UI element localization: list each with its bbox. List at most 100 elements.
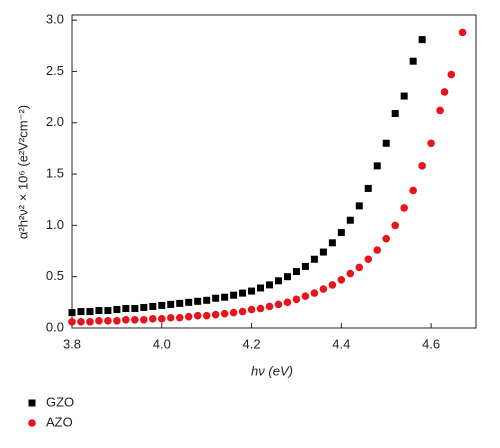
point bbox=[319, 248, 327, 256]
point bbox=[436, 106, 444, 115]
point bbox=[328, 281, 337, 289]
legend-label: GZO bbox=[46, 394, 74, 409]
point bbox=[220, 309, 229, 318]
point bbox=[292, 295, 301, 304]
point bbox=[229, 308, 238, 317]
point bbox=[418, 36, 426, 44]
point bbox=[104, 307, 112, 315]
x-axis-label: hν (eV) bbox=[251, 363, 293, 378]
y-tick-label: 2.5 bbox=[46, 63, 64, 78]
point bbox=[68, 318, 76, 326]
point bbox=[292, 268, 300, 276]
point bbox=[400, 92, 408, 100]
point bbox=[167, 300, 175, 308]
point bbox=[95, 307, 103, 315]
point bbox=[364, 255, 373, 264]
point bbox=[86, 308, 94, 316]
point bbox=[355, 263, 364, 272]
point bbox=[266, 281, 274, 289]
point bbox=[440, 88, 449, 96]
point bbox=[310, 255, 318, 263]
point bbox=[274, 277, 282, 285]
point bbox=[391, 221, 400, 230]
point bbox=[230, 291, 238, 299]
point bbox=[211, 310, 220, 319]
point bbox=[458, 28, 467, 37]
point bbox=[418, 162, 426, 170]
point bbox=[221, 293, 229, 301]
point bbox=[175, 313, 184, 322]
point bbox=[166, 313, 175, 322]
point bbox=[310, 289, 319, 297]
point bbox=[95, 317, 103, 325]
point bbox=[68, 309, 76, 317]
point bbox=[319, 285, 328, 293]
point bbox=[346, 216, 354, 224]
x-tick-label: 4.0 bbox=[153, 336, 171, 351]
point bbox=[113, 306, 121, 314]
point bbox=[176, 299, 184, 307]
point bbox=[238, 307, 247, 316]
point bbox=[247, 305, 256, 314]
y-tick-label: 0.5 bbox=[46, 268, 64, 283]
point bbox=[328, 239, 336, 247]
y-tick-label: 1.0 bbox=[46, 217, 64, 232]
point bbox=[257, 284, 265, 292]
x-tick-label: 3.8 bbox=[63, 336, 81, 351]
point bbox=[391, 110, 399, 118]
point bbox=[346, 269, 355, 278]
x-tick-label: 4.6 bbox=[422, 336, 440, 351]
point bbox=[203, 296, 211, 304]
point bbox=[158, 301, 166, 309]
point bbox=[427, 139, 435, 148]
point bbox=[265, 302, 274, 311]
point bbox=[140, 303, 148, 311]
point bbox=[104, 317, 112, 325]
point bbox=[248, 287, 256, 295]
point bbox=[337, 229, 345, 237]
point bbox=[355, 202, 363, 210]
point bbox=[212, 294, 220, 302]
point bbox=[185, 298, 193, 306]
point bbox=[122, 305, 130, 313]
point bbox=[400, 204, 408, 212]
point bbox=[409, 186, 417, 195]
x-tick-label: 4.2 bbox=[243, 336, 261, 351]
x-tick-label: 4.4 bbox=[332, 336, 350, 351]
point bbox=[113, 317, 121, 325]
point bbox=[256, 304, 265, 313]
y-tick-label: 3.0 bbox=[46, 12, 64, 27]
plot-frame bbox=[71, 14, 477, 329]
point bbox=[157, 314, 166, 323]
point bbox=[193, 311, 202, 320]
point bbox=[202, 311, 211, 320]
point bbox=[283, 273, 291, 281]
point bbox=[382, 234, 391, 243]
point bbox=[184, 312, 193, 321]
point bbox=[373, 162, 381, 170]
point bbox=[447, 70, 456, 79]
legend-marker bbox=[28, 399, 36, 407]
point bbox=[194, 297, 202, 305]
point bbox=[77, 308, 85, 316]
point bbox=[122, 315, 130, 324]
point bbox=[301, 292, 310, 300]
point bbox=[86, 318, 94, 326]
legend-label: AZO bbox=[46, 414, 73, 429]
point bbox=[140, 315, 148, 324]
y-axis-label: α²h²ν² × 10⁶ (e²V²cm⁻²) bbox=[15, 105, 30, 239]
point bbox=[274, 300, 283, 309]
point bbox=[283, 298, 292, 307]
y-tick-label: 0.0 bbox=[46, 319, 64, 334]
point bbox=[382, 139, 390, 147]
y-tick-label: 1.5 bbox=[46, 166, 64, 181]
legend-marker bbox=[28, 419, 36, 427]
point bbox=[373, 246, 382, 254]
point bbox=[409, 57, 417, 65]
point bbox=[149, 302, 157, 310]
point bbox=[131, 315, 139, 324]
y-tick-label: 2.0 bbox=[46, 114, 64, 129]
point bbox=[337, 275, 346, 284]
point bbox=[77, 318, 85, 326]
